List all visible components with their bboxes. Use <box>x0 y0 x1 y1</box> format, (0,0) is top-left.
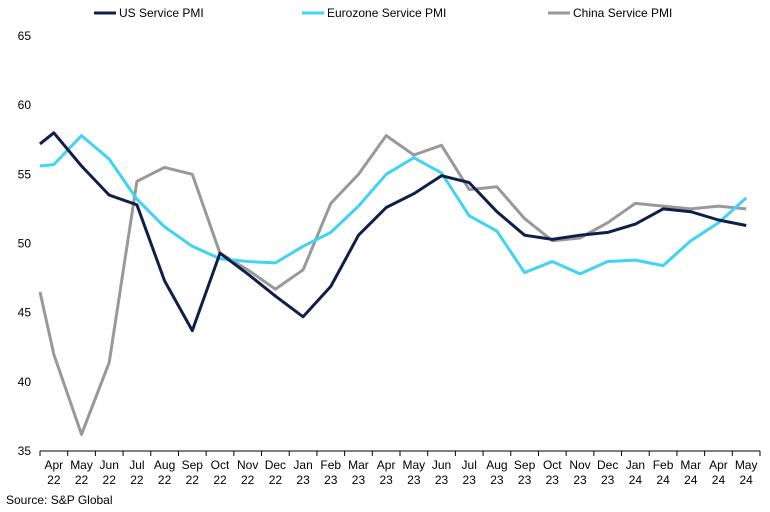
legend-label: US Service PMI <box>119 6 204 20</box>
x-tick-label-month: Aug <box>154 458 175 472</box>
x-tick-label-month: Jan <box>626 458 645 472</box>
x-tick-label-month: Apr <box>709 458 728 472</box>
series-line-0 <box>39 131 747 333</box>
x-tick-label-month: Sep <box>182 458 204 472</box>
y-tick-label: 50 <box>18 237 32 251</box>
x-tick-label-month: Feb <box>320 458 341 472</box>
x-tick-label-year: 23 <box>435 473 449 487</box>
x-tick-label-year: 23 <box>518 473 532 487</box>
series-lines <box>38 131 748 436</box>
x-tick-label-year: 22 <box>47 473 61 487</box>
x-tick-label-year: 22 <box>186 473 200 487</box>
x-tick-label-year: 22 <box>158 473 172 487</box>
y-tick-label: 40 <box>18 375 32 389</box>
legend: US Service PMI Eurozone Service PMI China … <box>94 6 672 20</box>
x-tick-label-month: Jan <box>293 458 312 472</box>
x-tick-label-year: 24 <box>739 473 753 487</box>
x-tick-label-month: Apr <box>45 458 64 472</box>
x-tick-label-year: 22 <box>130 473 144 487</box>
x-tick-label-year: 23 <box>490 473 504 487</box>
legend-label: China Service PMI <box>573 6 672 20</box>
x-tick-label-year: 23 <box>573 473 587 487</box>
x-tick-label-month: Apr <box>377 458 396 472</box>
x-tick-label-month: Aug <box>486 458 507 472</box>
axes: 35404550556065Apr22May22Jun22Jul22Aug22S… <box>18 29 761 487</box>
source-note: Source: S&P Global <box>6 493 113 507</box>
x-tick-label-year: 23 <box>601 473 615 487</box>
x-tick-label-month: Feb <box>653 458 674 472</box>
x-tick-label-year: 23 <box>352 473 366 487</box>
x-tick-label-year: 22 <box>103 473 117 487</box>
x-tick-label-year: 24 <box>684 473 698 487</box>
x-tick-label-year: 22 <box>75 473 89 487</box>
y-tick-label: 65 <box>18 29 32 43</box>
x-tick-label-month: Sep <box>514 458 536 472</box>
x-tick-label-year: 24 <box>656 473 670 487</box>
x-tick-label-month: Jun <box>100 458 119 472</box>
x-tick-label-month: Dec <box>597 458 618 472</box>
x-tick-label-year: 22 <box>213 473 227 487</box>
y-tick-label: 55 <box>18 167 32 181</box>
x-tick-label-year: 23 <box>379 473 393 487</box>
y-tick-label: 60 <box>18 98 32 112</box>
x-tick-label-year: 23 <box>324 473 338 487</box>
x-tick-label-year: 23 <box>296 473 310 487</box>
x-tick-label-year: 24 <box>712 473 726 487</box>
x-tick-label-year: 23 <box>407 473 421 487</box>
x-tick-label-year: 23 <box>546 473 560 487</box>
x-tick-label-year: 22 <box>241 473 255 487</box>
x-tick-label-year: 24 <box>629 473 643 487</box>
x-tick-label-year: 22 <box>269 473 283 487</box>
x-tick-label-month: May <box>403 458 426 472</box>
x-tick-label-month: Oct <box>211 458 230 472</box>
x-tick-label-month: Mar <box>680 458 701 472</box>
x-tick-label-month: Jul <box>129 458 144 472</box>
legend-label: Eurozone Service PMI <box>327 6 446 20</box>
x-tick-label-month: Oct <box>543 458 562 472</box>
y-tick-label: 35 <box>18 444 32 458</box>
x-tick-label-month: Jul <box>462 458 477 472</box>
x-tick-label-month: Dec <box>265 458 286 472</box>
x-tick-label-month: May <box>70 458 93 472</box>
x-tick-label-month: May <box>735 458 758 472</box>
x-tick-label-year: 23 <box>463 473 477 487</box>
x-tick-label-month: Jun <box>432 458 451 472</box>
series-line-1 <box>39 134 748 276</box>
x-tick-label-month: Nov <box>569 458 590 472</box>
series-line-2 <box>38 134 747 436</box>
y-tick-label: 45 <box>18 306 32 320</box>
x-tick-label-month: Nov <box>237 458 258 472</box>
x-tick-label-month: Mar <box>348 458 369 472</box>
